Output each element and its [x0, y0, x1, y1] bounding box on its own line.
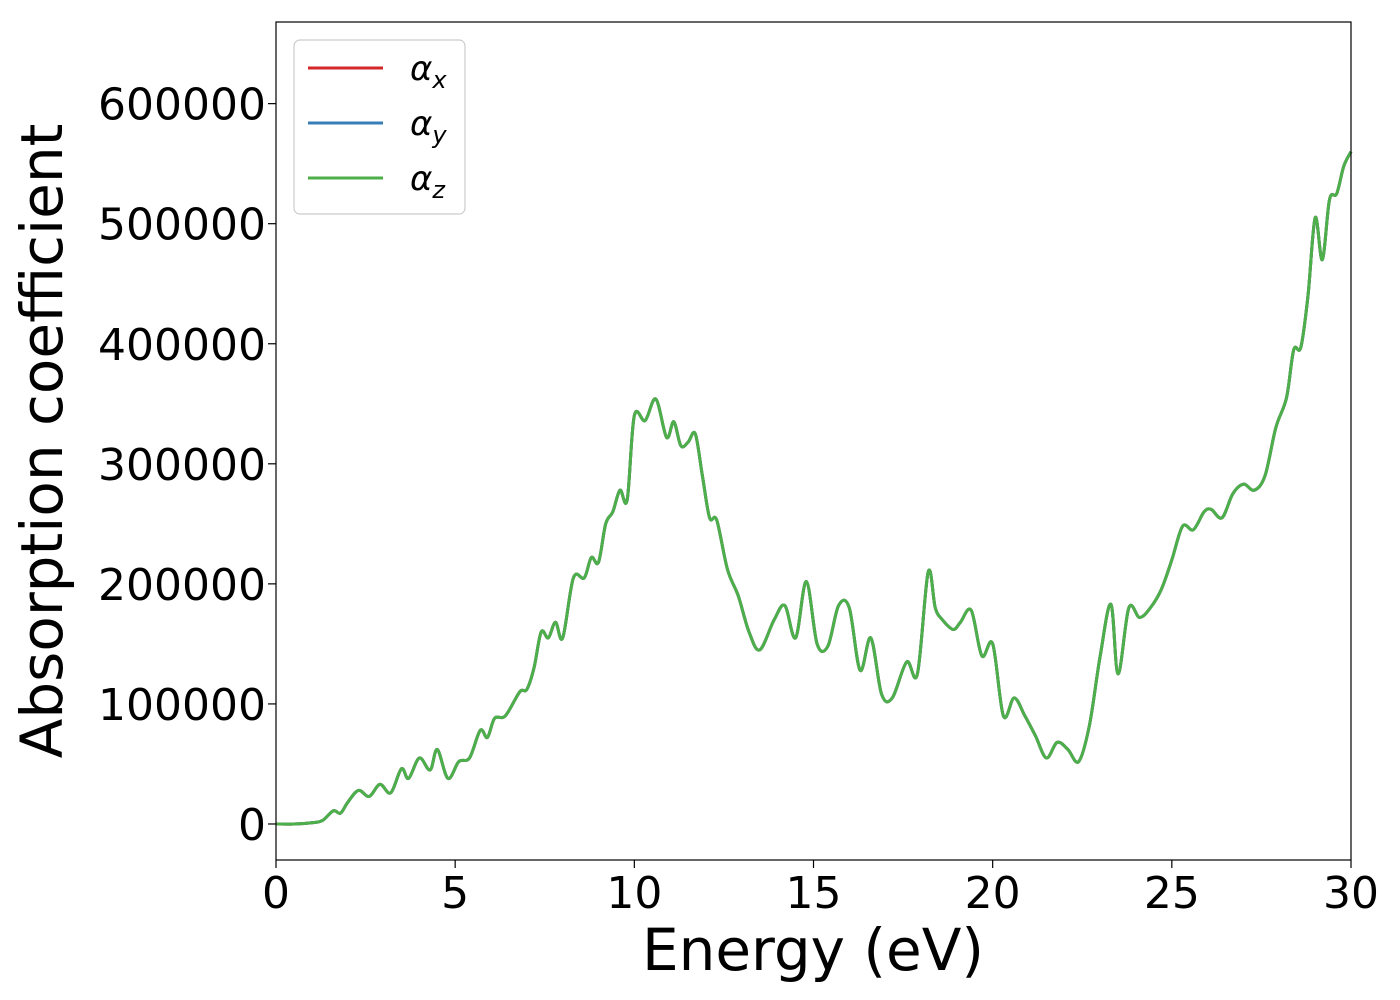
x-tick-label: 10	[606, 868, 662, 919]
y-tick-label: 400000	[98, 320, 266, 371]
y-tick-label: 200000	[98, 560, 266, 611]
x-tick-label: 5	[441, 868, 469, 919]
x-tick-label: 15	[786, 868, 842, 919]
x-axis-label: Energy (eV)	[642, 916, 984, 984]
legend-frame	[293, 39, 466, 215]
legend-subscript: z	[431, 176, 446, 204]
y-axis-ticks: 0 100000 200000 300000 400000 500000 600000	[98, 80, 276, 851]
y-tick-label: 500000	[98, 200, 266, 251]
y-tick-label: 0	[238, 800, 266, 851]
y-tick-label: 100000	[98, 680, 266, 731]
series-layer	[275, 150, 1353, 826]
x-tick-label: 25	[1144, 868, 1200, 919]
x-axis-ticks: 0 5 10 15 20 25 30	[262, 860, 1379, 919]
x-tick-label: 30	[1323, 868, 1379, 919]
y-axis-label: Absorption coefficient	[8, 124, 76, 759]
series-line-z	[275, 150, 1353, 826]
legend-subscript: y	[431, 121, 447, 149]
y-tick-label: 300000	[98, 440, 266, 491]
legend-subscript: x	[431, 66, 447, 94]
x-tick-label: 20	[965, 868, 1021, 919]
y-tick-label: 600000	[98, 80, 266, 131]
x-tick-label: 0	[262, 868, 290, 919]
